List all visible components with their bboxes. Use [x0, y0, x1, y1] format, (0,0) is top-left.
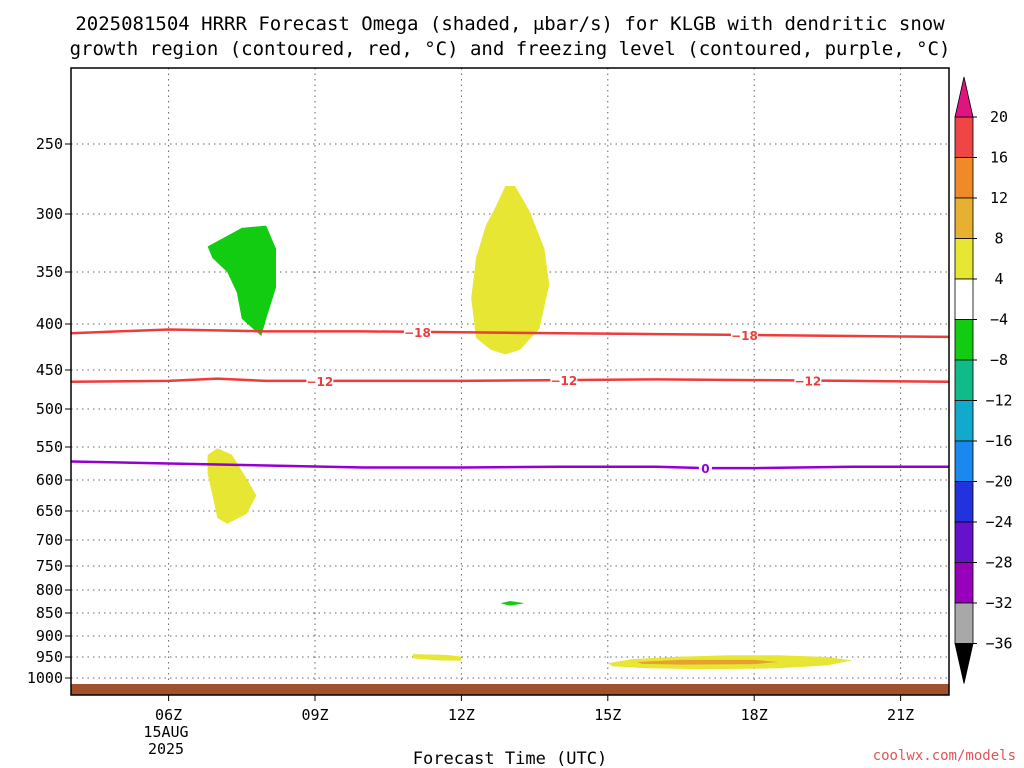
x-axis-label: Forecast Time (UTC) — [413, 749, 607, 768]
y-tick-label: 800 — [36, 581, 63, 599]
contour-label: −18 — [731, 329, 758, 343]
shaded-region — [207, 225, 276, 336]
colorbar-label: 8 — [994, 230, 1003, 248]
colorbar-segment — [954, 440, 974, 482]
x-axis-ticks: 06Z 09Z 12Z 15Z 18Z 21Z — [155, 695, 914, 724]
omega-shaded-regions — [207, 186, 852, 670]
date-label-year: 2025 — [148, 740, 184, 758]
y-tick-label: 650 — [36, 502, 63, 520]
y-axis-ticks: 250 300 350 400 450 500 550 600 650 700 750 800 850 9… — [27, 135, 71, 687]
colorbar-label: −16 — [985, 432, 1012, 450]
colorbar-label: 4 — [994, 270, 1003, 288]
shaded-region — [412, 654, 462, 661]
colorbar-label: −28 — [985, 554, 1012, 572]
x-tick-label: 09Z — [301, 706, 328, 724]
y-tick-label: 950 — [36, 648, 63, 666]
colorbar-arrow-bottom — [954, 643, 974, 684]
contour-line — [70, 328, 950, 339]
contour-label-bg — [550, 373, 578, 388]
colorbar-label: 16 — [990, 149, 1008, 167]
colorbar-label: 12 — [990, 189, 1008, 207]
colorbar: 20 16 12 8 4 −4 −8 −12 −16 −20 −24 −28 −32 −36 — [954, 76, 1013, 684]
x-tick-label: 06Z — [155, 706, 182, 724]
y-tick-label: 350 — [36, 263, 63, 281]
contour-label-bg — [794, 373, 822, 388]
shaded-region — [207, 448, 257, 524]
y-tick-label: 500 — [36, 400, 63, 418]
x-tick-label: 21Z — [887, 706, 914, 724]
colorbar-segment — [954, 157, 974, 199]
shaded-region — [500, 601, 525, 606]
contour-label: −18 — [404, 326, 431, 340]
ground-band — [71, 684, 949, 695]
colorbar-segment — [954, 602, 974, 644]
x-tick-label: 12Z — [448, 706, 475, 724]
colorbar-segment — [954, 238, 974, 280]
contour-label: −12 — [550, 374, 577, 388]
contour-label-bg — [698, 461, 712, 476]
contour-label: 0 — [701, 462, 709, 476]
contour-lines: −18 −18 −12 −12 −12 0 — [70, 324, 950, 476]
y-tick-label: 750 — [36, 557, 63, 575]
y-tick-label: 850 — [36, 604, 63, 622]
y-tick-label: 300 — [36, 205, 63, 223]
contour-line — [70, 377, 950, 383]
colorbar-label: −32 — [985, 594, 1012, 612]
colorbar-label: −20 — [985, 473, 1012, 491]
y-tick-label: 400 — [36, 315, 63, 333]
contour-line — [70, 460, 950, 470]
contour-label-bg — [306, 373, 334, 388]
y-tick-label: 900 — [36, 627, 63, 645]
y-tick-label: 550 — [36, 438, 63, 456]
colorbar-segment — [954, 319, 974, 361]
y-tick-label: 250 — [36, 135, 63, 153]
colorbar-segment — [954, 278, 974, 320]
colorbar-segment — [954, 400, 974, 442]
colorbar-label: 20 — [990, 108, 1008, 126]
y-tick-label: 600 — [36, 471, 63, 489]
y-tick-label: 700 — [36, 531, 63, 549]
plot-area: −18 −18 −12 −12 −12 0 — [70, 67, 950, 696]
contour-label: −12 — [794, 375, 821, 389]
colorbar-label: −4 — [990, 311, 1008, 329]
colorbar-segment — [954, 359, 974, 401]
contour-label-bg — [730, 327, 758, 342]
chart-title-line2: growth region (contoured, red, °C) and f… — [70, 38, 951, 60]
shaded-region — [637, 659, 779, 665]
colorbar-label: −8 — [990, 351, 1008, 369]
colorbar-segment — [954, 116, 974, 158]
x-tick-label: 18Z — [741, 706, 768, 724]
y-tick-label: 450 — [36, 361, 63, 379]
plot-frame — [70, 67, 950, 696]
colorbar-label: −36 — [985, 635, 1012, 653]
colorbar-segment — [954, 197, 974, 239]
credit-label: coolwx.com/models — [873, 748, 1016, 764]
colorbar-segment — [954, 562, 974, 604]
colorbar-segment — [954, 481, 974, 523]
date-label-day: 15AUG — [143, 723, 188, 741]
colorbar-segment — [954, 521, 974, 563]
shaded-region — [471, 186, 550, 355]
contour-label: −12 — [306, 375, 333, 389]
colorbar-label: −12 — [985, 392, 1012, 410]
colorbar-arrow-top — [954, 76, 974, 118]
y-tick-label: 1000 — [27, 669, 63, 687]
contour-label-bg — [403, 324, 431, 339]
colorbar-label: −24 — [985, 513, 1012, 531]
chart-title-line1: 2025081504 HRRR Forecast Omega (shaded, … — [75, 13, 945, 35]
x-tick-label: 15Z — [594, 706, 621, 724]
